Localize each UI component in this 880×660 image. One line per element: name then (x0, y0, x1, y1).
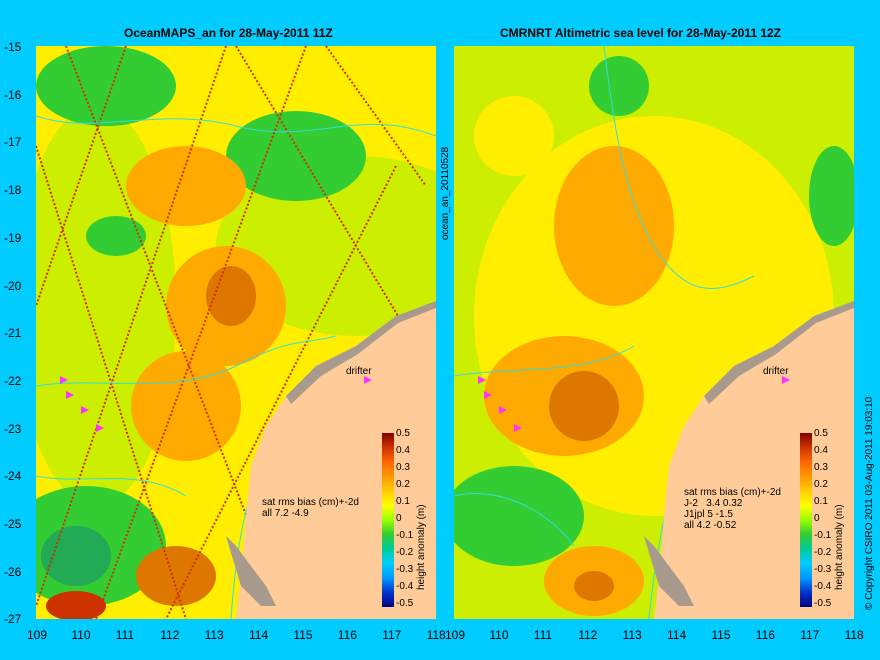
left-shelf-coast (286, 301, 436, 404)
right-drifter-arrows (478, 376, 790, 432)
left-orange-eddy-3 (131, 351, 241, 461)
y-tick-label: -18 (4, 183, 22, 198)
colorbar-tick-label: 0.5 (814, 428, 828, 439)
left-colorbar (382, 433, 394, 607)
x-tick-label: 117 (800, 628, 820, 642)
left-green-eddy-2 (226, 111, 366, 201)
left-green-eddy-core (41, 526, 111, 586)
colorbar-tick-label: 0.2 (396, 479, 410, 490)
right-green-eddy-1 (589, 56, 649, 116)
left-dark-orange-core (206, 266, 256, 326)
x-tick-label: 115 (293, 628, 313, 642)
right-shark-bay (644, 536, 694, 606)
x-tick-label: 118 (426, 628, 446, 642)
y-tick-label: -23 (4, 421, 22, 436)
colorbar-tick-label: -0.5 (396, 598, 414, 609)
y-tick-label: -25 (4, 517, 22, 531)
left-green-eddy-1 (36, 46, 176, 126)
left-orange-eddy-1 (126, 146, 246, 226)
right-green-eddy-3 (454, 466, 584, 566)
left-stats-text: sat rms bias (cm)+-2d all 7.2 -4.9 (262, 497, 359, 519)
right-yellow-eddy (474, 96, 554, 176)
right-map-svg (454, 46, 854, 619)
left-map-title: OceanMAPS_an for 28-May-2011 11Z (124, 26, 333, 40)
y-tick-label: -16 (4, 87, 22, 102)
colorbar-tick-label: 0.4 (814, 445, 828, 456)
colorbar-tick-label: 0 (814, 513, 820, 524)
x-tick-label: 112 (578, 628, 598, 642)
y-tick-label: -22 (4, 373, 22, 388)
left-drifter-arrows (60, 376, 372, 432)
left-drifter-label: drifter (346, 366, 372, 377)
colorbar-tick-label: 0.2 (814, 479, 828, 490)
colorbar-tick-label: -0.2 (814, 547, 832, 558)
x-tick-label: 109 (27, 628, 48, 642)
y-tick-label: -26 (4, 564, 22, 579)
colorbar-tick-label: -0.5 (814, 598, 832, 609)
y-tick-label: -15 (4, 40, 22, 54)
left-map-svg (36, 46, 436, 619)
colorbar-tick-label: 0 (396, 513, 402, 524)
left-green-eddy-3 (86, 216, 146, 256)
right-map-panel (454, 46, 854, 619)
x-tick-label: 117 (382, 628, 402, 642)
colorbar-tick-label: 0.3 (814, 462, 828, 473)
y-tick-label: -27 (4, 612, 22, 627)
right-map-title: CMRNRT Altimetric sea level for 28-May-2… (500, 26, 781, 40)
run-id-label: ocean_an_20110528 (440, 146, 451, 240)
x-tick-label: 115 (711, 628, 731, 642)
right-colorbar (800, 433, 812, 607)
colorbar-tick-label: -0.2 (396, 547, 414, 558)
colorbar-tick-label: -0.4 (396, 581, 414, 592)
colorbar-tick-label: -0.1 (814, 530, 832, 541)
colorbar-tick-label: 0.5 (396, 428, 410, 439)
left-contours (36, 115, 436, 619)
left-shark-bay (226, 536, 276, 606)
colorbar-tick-label: 0.3 (396, 462, 410, 473)
left-dark-orange-south (136, 546, 216, 606)
colorbar-tick-label: -0.1 (396, 530, 414, 541)
x-tick-label: 112 (160, 628, 180, 642)
right-shelf-coast (704, 301, 854, 404)
right-drifter-label: drifter (763, 366, 789, 377)
right-dark-orange-core-2 (574, 571, 614, 601)
x-tick-label: 111 (115, 628, 135, 642)
right-green-eddy-2 (809, 146, 854, 246)
left-map-panel (36, 46, 436, 619)
right-contours (454, 46, 755, 619)
right-orange-eddy-1 (554, 146, 674, 306)
y-tick-label: -17 (4, 135, 22, 150)
colorbar-tick-label: 0.1 (396, 496, 410, 507)
x-tick-label: 116 (337, 628, 357, 642)
y-tick-label: -24 (4, 469, 22, 484)
left-red-south (46, 591, 106, 619)
colorbar-tick-label: 0.1 (814, 496, 828, 507)
x-tick-label: 116 (755, 628, 775, 642)
colorbar-tick-label: -0.4 (814, 581, 832, 592)
right-dark-orange-core (549, 371, 619, 441)
right-stats-text: sat rms bias (cm)+-2d J-2 3.4 0.32 J1jpl… (684, 487, 781, 531)
x-tick-label: 110 (489, 628, 509, 642)
y-tick-label: -19 (4, 230, 22, 245)
colorbar-tick-label: -0.3 (396, 564, 414, 575)
x-tick-label: 111 (533, 628, 553, 642)
x-tick-label: 114 (667, 628, 687, 642)
x-tick-label: 114 (249, 628, 269, 642)
y-tick-label: -21 (4, 326, 22, 341)
colorbar-tick-label: 0.4 (396, 445, 410, 456)
right-colorbar-label: height anomaly (m) (834, 504, 845, 590)
left-colorbar-label: height anomaly (m) (416, 504, 427, 590)
colorbar-tick-label: -0.3 (814, 564, 832, 575)
left-satellite-tracks (36, 46, 427, 619)
x-tick-label: 113 (622, 628, 642, 642)
y-tick-label: -20 (4, 278, 22, 293)
copyright-label: © Copyright CSIRO 2011 03-Aug-2011 19:03… (864, 396, 875, 610)
x-tick-label: 118 (844, 628, 864, 642)
x-tick-label: 110 (71, 628, 91, 642)
x-tick-label: 109 (445, 628, 466, 642)
x-tick-label: 113 (204, 628, 224, 642)
